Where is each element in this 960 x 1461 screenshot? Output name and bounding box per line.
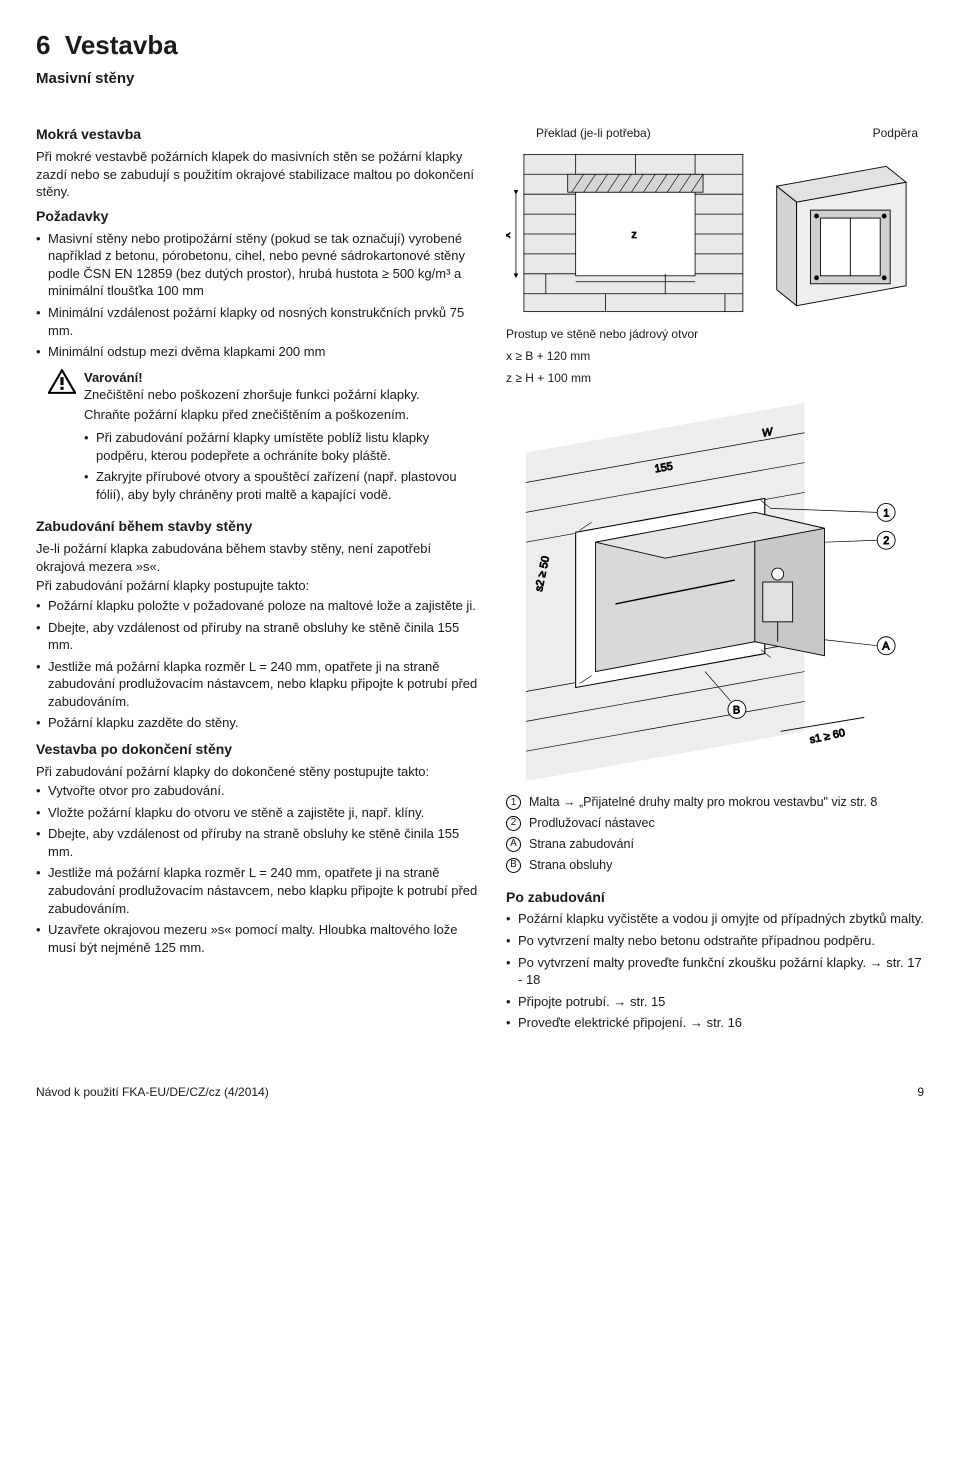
svg-text:1: 1 [883,507,889,519]
list-item: Jestliže má požární klapka rozměr L = 24… [36,864,478,917]
chapter-title: 6 Vestavba [36,28,924,63]
list-item: Připojte potrubí. → str. 15 [506,993,924,1011]
legend-text: Prodlužovací nástavec [529,815,655,832]
requirements-heading: Požadavky [36,207,478,226]
svg-text:x: x [506,232,513,238]
list-item: Zakryjte přírubové otvory a spouštěcí za… [84,468,478,503]
footer-left: Návod k použití FKA-EU/DE/CZ/cz (4/2014) [36,1084,269,1100]
list-item: Vložte požární klapku do otvoru ve stěně… [36,804,478,822]
list-item: Dbejte, aby vzdálenost od příruby na str… [36,619,478,654]
legend-row: 2 Prodlužovací nástavec [506,815,924,832]
warning-list: Při zabudování požární klapky umístěte p… [84,429,478,503]
list-item: Vytvořte otvor pro zabudování. [36,782,478,800]
warning-text: Znečištění nebo poškození zhoršuje funkc… [84,386,478,404]
legend-mark: B [506,858,521,873]
list-item: Požární klapku vyčistěte a vodou ji omyj… [506,910,924,928]
page-header: 6 Vestavba Masivní stěny [36,28,924,89]
warning-block: Varování! Znečištění nebo poškození zhor… [48,369,478,508]
figure-1: x z [506,148,924,320]
warning-text: Chraňte požární klapku před znečištěním … [84,406,478,424]
chapter-subtitle: Masivní stěny [36,69,924,89]
footer-right: 9 [917,1084,924,1100]
section-heading: Zabudování během stavby stěny [36,517,478,536]
chapter-name: Vestavba [65,30,178,60]
svg-text:s1 ≥ 60: s1 ≥ 60 [809,727,847,746]
warning-body: Varování! Znečištění nebo poškození zhor… [84,369,478,508]
figure-label: Překlad (je-li potřeba) [536,125,651,141]
legend-mark: 2 [506,816,521,831]
list-item: Minimální vzdálenost požární klapky od n… [36,304,478,339]
list-item: Jestliže má požární klapka rozměr L = 24… [36,658,478,711]
content-columns: Mokrá vestavba Při mokré vestavbě požárn… [36,125,924,1039]
body-text: Při zabudování požární klapky postupujte… [36,577,478,595]
svg-text:2: 2 [883,535,889,547]
section-heading: Vestavba po dokončení stěny [36,740,478,759]
chapter-num: 6 [36,30,50,60]
body-text: Je-li požární klapka zabudována během st… [36,540,478,575]
right-column: Překlad (je-li potřeba) Podpěra [506,125,924,1039]
warning-title: Varování! [84,369,478,387]
left-column: Mokrá vestavba Při mokré vestavbě požárn… [36,125,478,1039]
warning-icon [48,369,76,508]
section-heading: Po zabudování [506,888,924,907]
intro-paragraph: Při mokré vestavbě požárních klapek do m… [36,148,478,201]
legend-text: Malta → „Přijatelné druhy malty pro mokr… [529,794,877,811]
list-item: Požární klapku zazděte do stěny. [36,714,478,732]
legend-row: 1 Malta → „Přijatelné druhy malty pro mo… [506,794,924,811]
section-heading: Mokrá vestavba [36,125,478,144]
after-list: Požární klapku vyčistěte a vodou ji omyj… [506,910,924,1031]
figure-2: 1 2 A B W 155 s2 ≥ 50 s1 ≥ 60 [506,392,924,780]
legend-text: Strana obsluhy [529,857,612,874]
body-text: Při zabudování požární klapky do dokonče… [36,763,478,781]
list-item: Při zabudování požární klapky umístěte p… [84,429,478,464]
list-item: Uzavřete okrajovou mezeru »s« pomocí mal… [36,921,478,956]
figure-label: Podpěra [873,125,918,141]
figure-legend: 1 Malta → „Přijatelné druhy malty pro mo… [506,794,924,874]
legend-mark: A [506,837,521,852]
figure-caption: z ≥ H + 100 mm [506,370,924,386]
legend-row: A Strana zabudování [506,836,924,853]
svg-text:B: B [733,704,740,716]
list-item: Minimální odstup mezi dvěma klapkami 200… [36,343,478,361]
procedure-list: Vytvořte otvor pro zabudování. Vložte po… [36,782,478,956]
svg-text:z: z [631,229,636,241]
list-item: Masivní stěny nebo protipožární stěny (p… [36,230,478,300]
figure-caption: Prostup ve stěně nebo jádrový otvor [506,326,924,342]
legend-text: Strana zabudování [529,836,634,853]
procedure-list: Požární klapku položte v požadované polo… [36,597,478,732]
legend-mark: 1 [506,795,521,810]
list-item: Požární klapku položte v požadované polo… [36,597,478,615]
legend-row: B Strana obsluhy [506,857,924,874]
svg-text:A: A [882,641,890,653]
list-item: Dbejte, aby vzdálenost od příruby na str… [36,825,478,860]
figure-caption: x ≥ B + 120 mm [506,348,924,364]
list-item: Po vytvrzení malty proveďte funkční zkou… [506,954,924,989]
page-footer: Návod k použití FKA-EU/DE/CZ/cz (4/2014)… [36,1084,924,1100]
list-item: Po vytvrzení malty nebo betonu odstraňte… [506,932,924,950]
list-item: Proveďte elektrické připojení. → str. 16 [506,1014,924,1032]
requirements-list: Masivní stěny nebo protipožární stěny (p… [36,230,478,361]
figure-labels: Překlad (je-li potřeba) Podpěra [506,125,924,147]
